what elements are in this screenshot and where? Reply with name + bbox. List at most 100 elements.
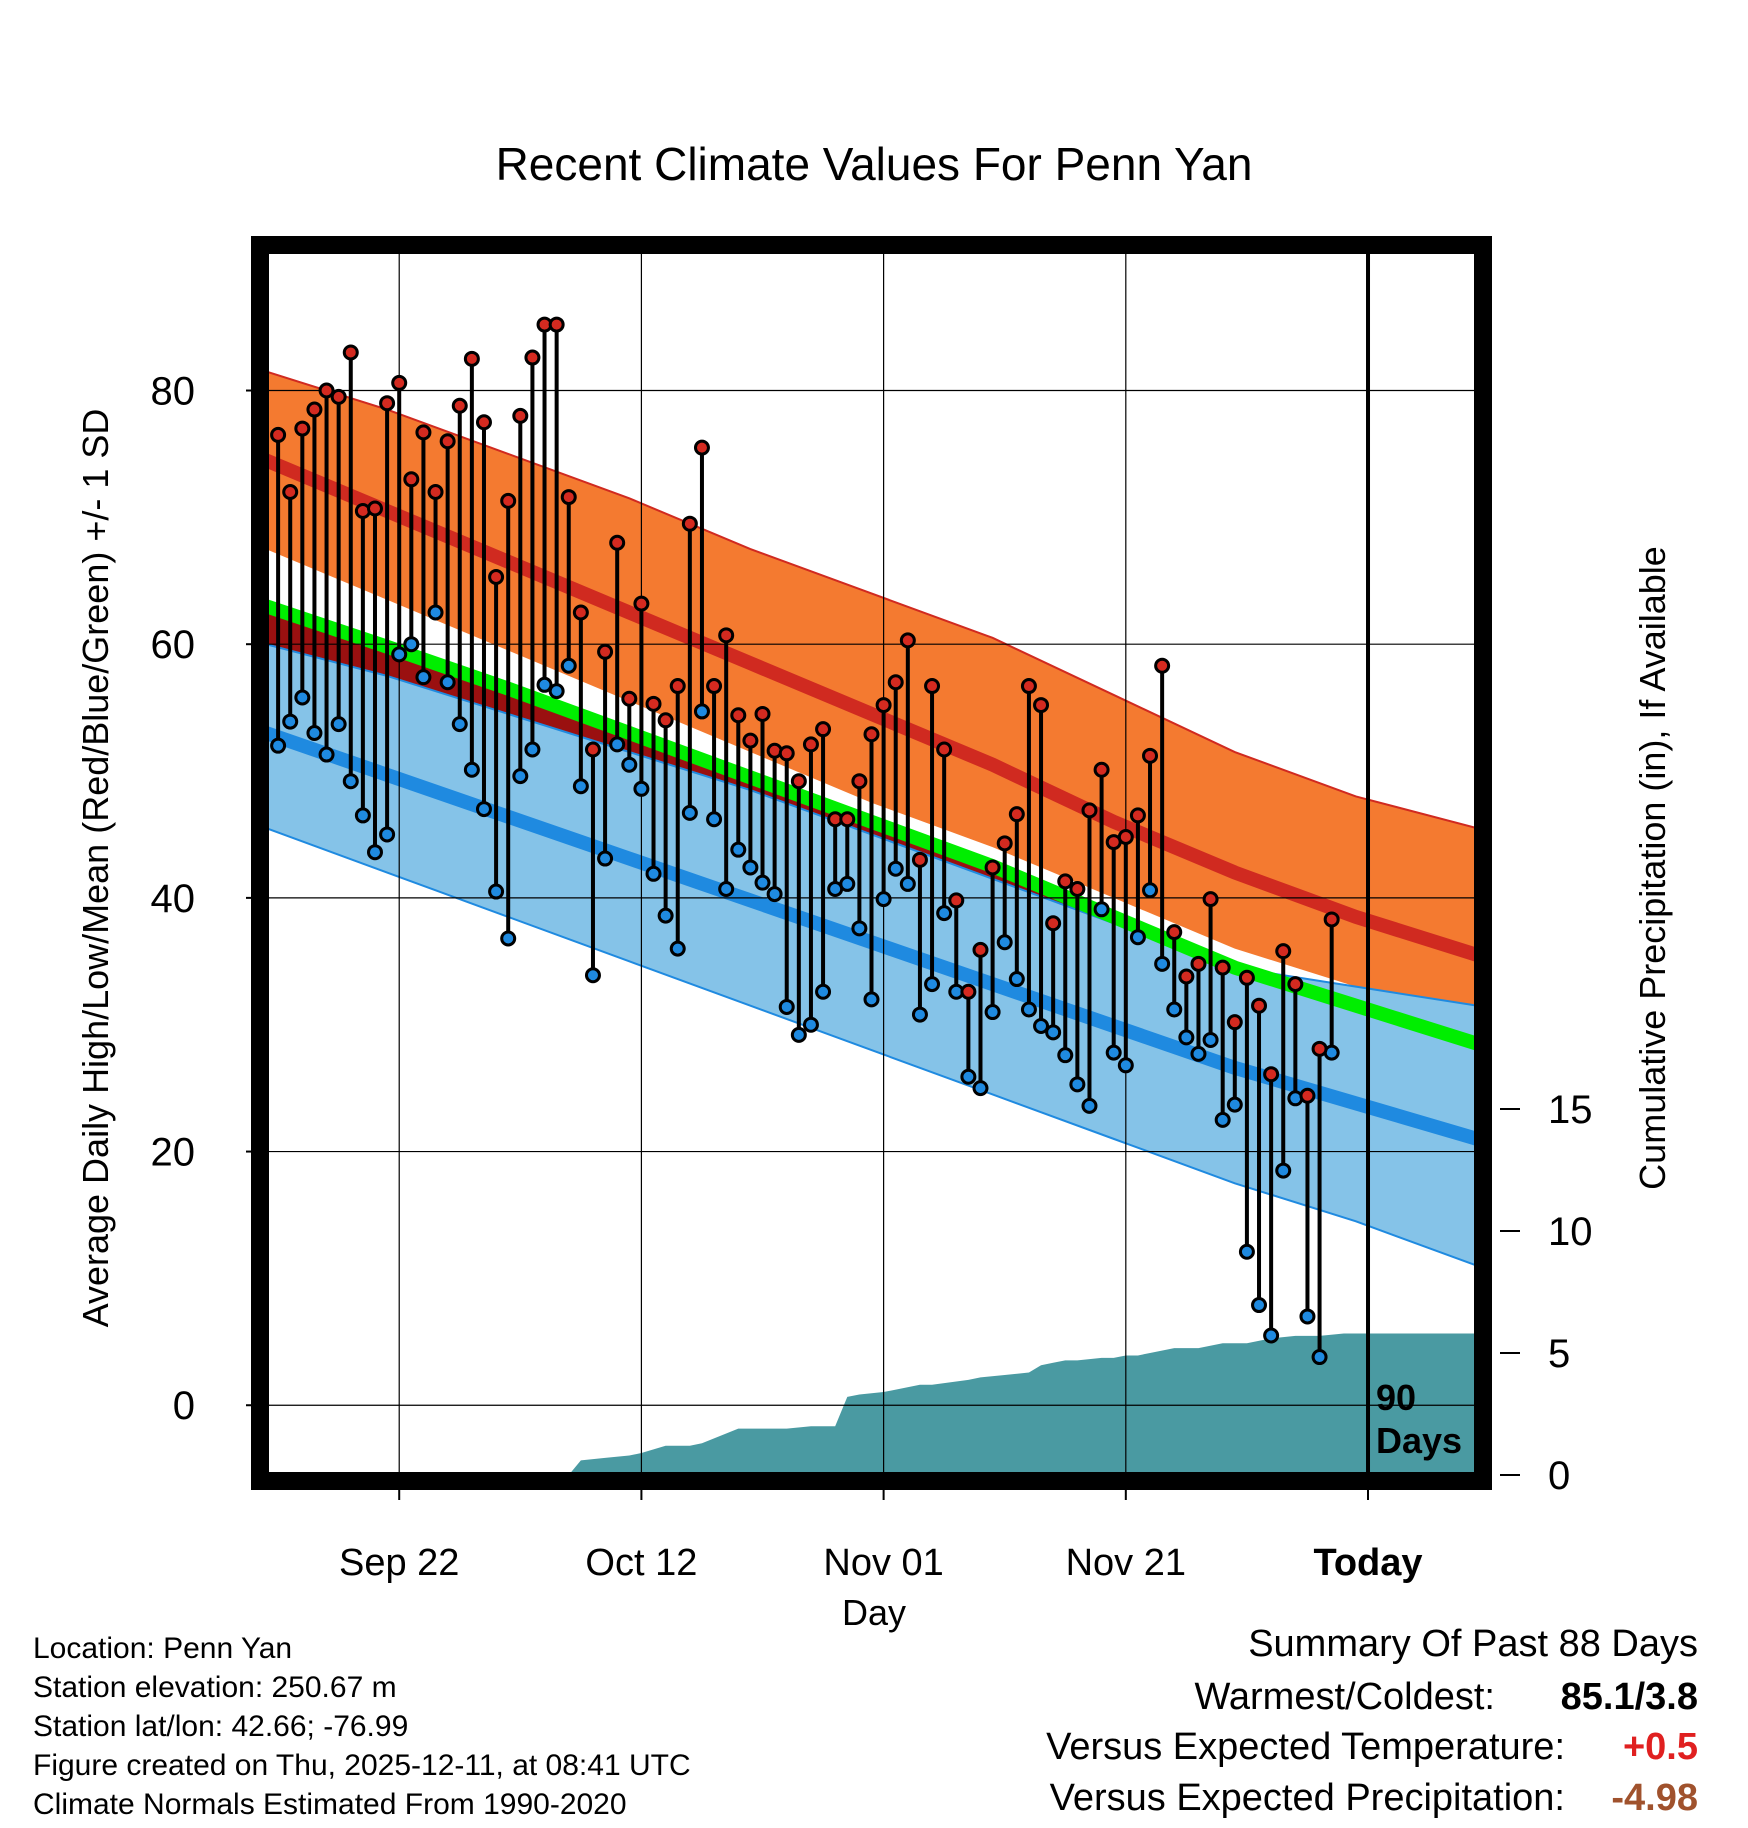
warmest-value: 85.1/3.8	[1561, 1676, 1698, 1718]
high-point	[875, 697, 892, 714]
low-point	[572, 778, 589, 795]
high-point	[1299, 1087, 1316, 1104]
high-point	[815, 721, 832, 738]
latlon-text: Station lat/lon: 42.66; -76.99	[33, 1710, 408, 1743]
low-point	[669, 940, 686, 957]
low-point	[524, 741, 541, 758]
high-point	[1117, 828, 1134, 845]
high-normal-line	[266, 453, 1477, 962]
high-point	[488, 568, 505, 585]
high-point	[1238, 969, 1255, 986]
low-point	[294, 689, 311, 706]
low-point	[706, 811, 723, 828]
low-point	[584, 967, 601, 984]
high-point	[899, 632, 916, 649]
high-point	[706, 678, 723, 695]
low-point	[875, 891, 892, 908]
high-point	[597, 643, 614, 660]
precip-vs-expected-value: -4.98	[1611, 1777, 1698, 1819]
high-point	[778, 745, 795, 762]
low-point	[500, 930, 517, 947]
high-point	[790, 773, 807, 790]
low-point	[887, 860, 904, 877]
high-point	[330, 388, 347, 405]
precip-tick-label: 15	[1548, 1088, 1593, 1132]
low-point	[802, 1016, 819, 1033]
high-point	[681, 515, 698, 532]
low-point	[645, 865, 662, 882]
low-point	[1020, 1001, 1037, 1018]
precip-tick-label: 5	[1548, 1332, 1570, 1376]
normals-text: Climate Normals Estimated From 1990-2020	[33, 1788, 627, 1821]
low-point	[996, 934, 1013, 951]
high-point	[318, 382, 335, 399]
low-point	[1129, 929, 1146, 946]
low-point	[730, 841, 747, 858]
high-point	[669, 678, 686, 695]
low-point	[693, 703, 710, 720]
y-tick-label: 20	[151, 1131, 196, 1175]
low-point	[1142, 882, 1159, 899]
precip-vs-expected-label: Versus Expected Precipitation:	[1050, 1777, 1565, 1819]
low-point	[330, 716, 347, 733]
high-point	[1202, 891, 1219, 908]
high-point	[524, 349, 541, 366]
high-point	[379, 395, 396, 412]
high-point	[548, 316, 565, 333]
high-point	[560, 489, 577, 506]
created-text: Figure created on Thu, 2025-12-11, at 08…	[33, 1749, 691, 1782]
precip-tick-label: 10	[1548, 1210, 1593, 1254]
low-point	[270, 737, 287, 754]
low-point	[282, 713, 299, 730]
high-point	[1287, 976, 1304, 993]
high-point	[887, 674, 904, 691]
high-point	[1226, 1014, 1243, 1031]
high-point	[1323, 911, 1340, 928]
high-point	[475, 414, 492, 431]
temp-vs-expected-label: Versus Expected Temperature:	[1046, 1726, 1565, 1768]
x-tick-label: Sep 22	[339, 1542, 459, 1584]
y-tick-label: 0	[173, 1384, 195, 1428]
x-tick-label: Today	[1313, 1542, 1422, 1584]
low-point	[548, 683, 565, 700]
low-point	[379, 826, 396, 843]
x-tick-label: Nov 21	[1066, 1542, 1186, 1584]
high-point	[391, 374, 408, 391]
location-text: Location: Penn Yan	[33, 1632, 292, 1665]
high-point	[1275, 943, 1292, 960]
high-point	[657, 712, 674, 729]
low-point	[1033, 1017, 1050, 1034]
low-point	[451, 716, 468, 733]
low-point	[1117, 1057, 1134, 1074]
low-point	[718, 881, 735, 898]
low-point	[742, 859, 759, 876]
high-point	[366, 500, 383, 517]
low-point	[354, 807, 371, 824]
low-minus-sd-edge	[266, 827, 1477, 1267]
high-point	[1081, 802, 1098, 819]
low-point	[851, 920, 868, 937]
low-point	[609, 736, 626, 753]
low-point	[403, 636, 420, 653]
high-point	[742, 732, 759, 749]
high-point	[1093, 761, 1110, 778]
low-point	[924, 976, 941, 993]
precip-tick-label: 0	[1548, 1454, 1570, 1498]
high-point	[584, 741, 601, 758]
high-point	[1008, 806, 1025, 823]
low-point	[415, 669, 432, 686]
high-point	[294, 420, 311, 437]
low-point	[475, 801, 492, 818]
low-point	[1238, 1243, 1255, 1260]
low-point	[1069, 1076, 1086, 1093]
low-point	[621, 756, 638, 773]
low-point	[1190, 1045, 1207, 1062]
low-point	[911, 1006, 928, 1023]
high-point	[718, 627, 735, 644]
high-point	[863, 726, 880, 743]
high-point	[342, 344, 359, 361]
high-point	[960, 983, 977, 1000]
high-point	[439, 433, 456, 450]
high-point	[851, 773, 868, 790]
